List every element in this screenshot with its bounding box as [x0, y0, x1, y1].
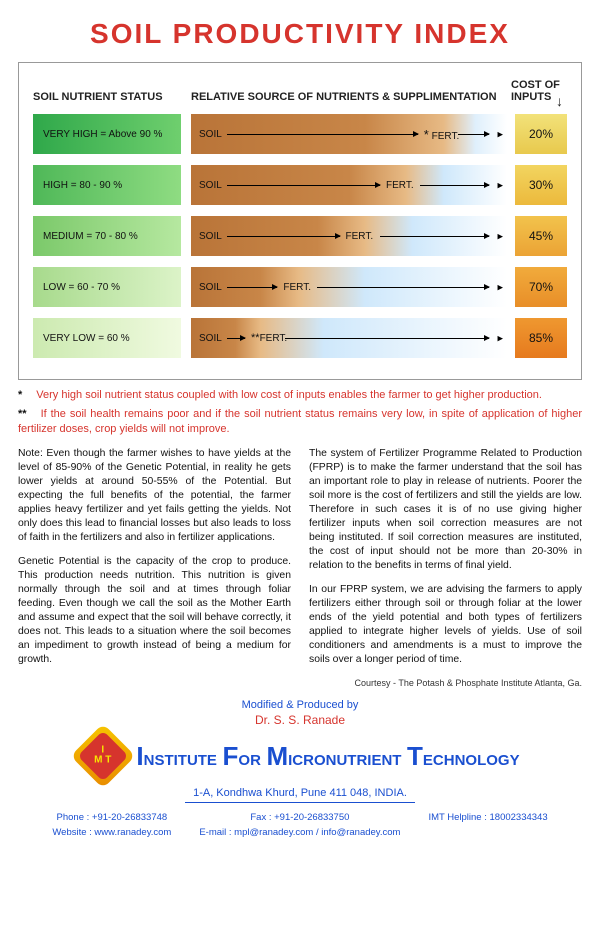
imt-logo: IM T: [80, 733, 126, 779]
index-row: MEDIUM = 70 - 80 % SOIL FERT. ▸ 45%: [33, 216, 567, 256]
modified-by: Modified & Produced by: [18, 699, 582, 711]
cost-cell: 30%: [515, 165, 567, 205]
fert-label: **FERT.: [251, 332, 287, 344]
header-source: RELATIVE SOURCE OF NUTRIENTS & SUPPLIMEN…: [191, 91, 511, 103]
status-cell: LOW = 60 - 70 %: [33, 267, 181, 307]
arrow-right-icon: ▸: [497, 281, 503, 294]
nutrient-bar: SOIL FERT. ▸: [191, 216, 507, 256]
address: 1-A, Kondhwa Khurd, Pune 411 048, INDIA.: [185, 787, 415, 803]
footnote-2: **If the soil health remains poor and if…: [18, 407, 582, 437]
nutrient-bar: SOIL * FERT. ▸: [191, 114, 507, 154]
status-cell: HIGH = 80 - 90 %: [33, 165, 181, 205]
arrow-right-icon: ▸: [497, 179, 503, 192]
footnote-1: *Very high soil nutrient status coupled …: [18, 388, 582, 403]
soil-label: SOIL: [199, 180, 222, 191]
index-row: LOW = 60 - 70 % SOIL FERT. ▸ 70%: [33, 267, 567, 307]
soil-label: SOIL: [199, 333, 222, 344]
column-headers: SOIL NUTRIENT STATUS RELATIVE SOURCE OF …: [33, 79, 567, 103]
contact-helpline: IMT Helpline : 18002334343: [428, 811, 547, 840]
courtesy-line: Courtesy - The Potash & Phosphate Instit…: [309, 677, 582, 689]
credits-block: Modified & Produced by Dr. S. S. Ranade …: [18, 699, 582, 840]
institute-name: INSTITUTE FOR MICRONUTRIENT TECHNOLOGY: [136, 741, 519, 772]
status-cell: VERY LOW = 60 %: [33, 318, 181, 358]
arrow-down-icon: ↓: [556, 93, 563, 109]
header-status: SOIL NUTRIENT STATUS: [33, 91, 181, 103]
index-row: VERY LOW = 60 % SOIL **FERT. ▸ 85%: [33, 318, 567, 358]
index-panel: SOIL NUTRIENT STATUS RELATIVE SOURCE OF …: [18, 62, 582, 380]
fert-label: FERT.: [386, 180, 414, 191]
arrow-right-icon: ▸: [497, 128, 503, 141]
arrow-right-icon: ▸: [497, 332, 503, 345]
body-text: Note: Even though the farmer wishes to h…: [18, 447, 582, 690]
cost-cell: 45%: [515, 216, 567, 256]
header-cost: COST OF INPUTS↓: [511, 79, 567, 103]
index-row: HIGH = 80 - 90 % SOIL FERT. ▸ 30%: [33, 165, 567, 205]
nutrient-bar: SOIL **FERT. ▸: [191, 318, 507, 358]
body-para: Note: Even though the farmer wishes to h…: [18, 447, 291, 545]
page-title: SOIL PRODUCTIVITY INDEX: [18, 18, 582, 50]
nutrient-bar: SOIL FERT. ▸: [191, 165, 507, 205]
status-cell: VERY HIGH = Above 90 %: [33, 114, 181, 154]
author-name: Dr. S. S. Ranade: [18, 713, 582, 727]
status-cell: MEDIUM = 70 - 80 %: [33, 216, 181, 256]
footnotes: *Very high soil nutrient status coupled …: [18, 388, 582, 437]
fert-label: FERT.: [346, 231, 374, 242]
contact-phone-web: Phone : +91-20-26833748Website : www.ran…: [52, 811, 171, 840]
arrow-right-icon: ▸: [497, 230, 503, 243]
soil-label: SOIL: [199, 231, 222, 242]
body-para: Genetic Potential is the capacity of the…: [18, 555, 291, 667]
soil-label: SOIL: [199, 129, 222, 140]
body-para: The system of Fertilizer Programme Relat…: [309, 447, 582, 573]
index-row: VERY HIGH = Above 90 % SOIL * FERT. ▸ 20%: [33, 114, 567, 154]
fert-label: * FERT.: [424, 127, 459, 142]
fert-label: FERT.: [283, 282, 311, 293]
contacts: Phone : +91-20-26833748Website : www.ran…: [18, 811, 582, 840]
cost-cell: 20%: [515, 114, 567, 154]
body-para: In our FPRP system, we are advising the …: [309, 583, 582, 667]
nutrient-bar: SOIL FERT. ▸: [191, 267, 507, 307]
cost-cell: 70%: [515, 267, 567, 307]
soil-label: SOIL: [199, 282, 222, 293]
contact-fax-email: Fax : +91-20-26833750E-mail : mpl@ranade…: [199, 811, 400, 840]
cost-cell: 85%: [515, 318, 567, 358]
